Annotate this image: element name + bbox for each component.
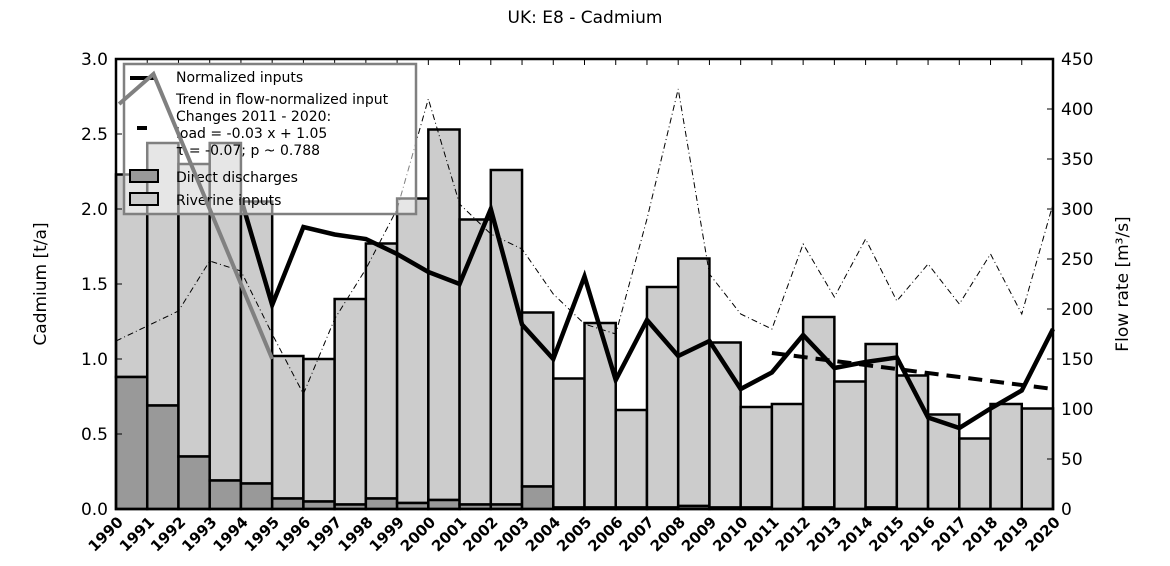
x-tick-label: 1993 — [178, 513, 220, 555]
x-tick-label: 2007 — [616, 513, 658, 555]
x-tick-label: 1995 — [241, 513, 283, 555]
y-right-tick-label: 50 — [1061, 450, 1083, 470]
legend-direct-swatch — [129, 169, 159, 183]
y-right-tick-label: 0 — [1061, 500, 1072, 520]
legend-riverine-swatch — [129, 192, 159, 206]
riverine-bar — [552, 377, 586, 509]
direct-discharge-bar — [177, 455, 211, 511]
riverine-bar — [864, 342, 899, 509]
flow-rate-line — [115, 88, 1054, 396]
x-tick-label: 2005 — [553, 513, 595, 555]
riverine-bar — [989, 402, 1024, 511]
y-tick-label: 1.0 — [81, 350, 108, 370]
y-right-tick-label: 400 — [1061, 100, 1093, 120]
y-tick-label: 0.0 — [81, 500, 108, 520]
y-tick-label: 1.5 — [81, 275, 108, 295]
direct-discharge-bar — [364, 497, 399, 511]
riverine-bar — [395, 197, 430, 505]
x-tick-label: 1997 — [303, 513, 345, 555]
legend-tau-label: τ = -0.07; p ~ 0.788 — [176, 143, 320, 159]
riverine-bar — [583, 321, 617, 509]
x-tick-label: 2013 — [803, 513, 845, 555]
riverine-bar — [614, 408, 649, 509]
y-right-tick-label: 350 — [1061, 150, 1093, 170]
x-tick-label: 2006 — [584, 513, 626, 555]
x-tick-label: 2016 — [897, 513, 939, 555]
riverine-bar — [833, 380, 867, 511]
legend-changes-label: Changes 2011 - 2020: — [176, 109, 331, 125]
x-tick-label: 2001 — [428, 513, 470, 555]
x-tick-label: 2018 — [959, 513, 1001, 555]
y-right-tick-label: 150 — [1061, 350, 1093, 370]
direct-discharge-bar — [208, 479, 243, 511]
legend-normalized-label: Normalized inputs — [176, 70, 303, 86]
x-tick-label: 1991 — [116, 513, 158, 555]
x-tick-label: 2000 — [397, 513, 439, 555]
riverine-bar — [801, 315, 836, 509]
riverine-bar — [770, 402, 805, 511]
legend-direct-label: Direct discharges — [176, 170, 298, 186]
normalized-inputs-line — [238, 197, 1056, 431]
y-right-axis-label: Flow rate [m³/s] — [1113, 216, 1133, 351]
y-right-tick-label: 250 — [1061, 250, 1093, 270]
riverine-bar — [676, 257, 711, 508]
y-right-tick-label: 200 — [1061, 300, 1093, 320]
y-right-tick-label: 300 — [1061, 200, 1093, 220]
x-tick-label: 2012 — [772, 513, 814, 555]
direct-discharge-bar — [427, 498, 461, 511]
y-tick-label: 2.0 — [81, 200, 108, 220]
direct-discharge-bar — [520, 485, 555, 511]
x-tick-label: 2010 — [709, 513, 751, 555]
x-tick-label: 2019 — [990, 513, 1032, 555]
direct-discharge-bar — [114, 375, 149, 511]
riverine-bar — [645, 285, 680, 509]
x-tick-label: 1994 — [210, 513, 252, 555]
riverine-bar — [333, 297, 368, 506]
trend-flow-normalized-line — [117, 70, 275, 360]
legend-riverine-label: Riverine inputs — [176, 193, 281, 209]
x-tick-label: 1998 — [334, 513, 376, 555]
riverine-bar — [739, 405, 774, 509]
x-tick-label: 2011 — [740, 513, 782, 555]
riverine-bar — [364, 242, 399, 500]
trend-dashed-line — [771, 351, 1054, 391]
direct-discharge-bar — [239, 482, 274, 511]
x-tick-label: 2017 — [928, 513, 970, 555]
y-tick-label: 2.5 — [81, 125, 108, 145]
x-tick-label: 1999 — [366, 513, 408, 555]
legend: Normalized inputs Trend in flow-normalize… — [122, 62, 418, 216]
legend-trend-label: Trend in flow-normalized input — [175, 92, 389, 108]
x-tick-label: 2015 — [865, 513, 907, 555]
x-tick-label: 2014 — [834, 513, 876, 555]
x-tick-label: 2009 — [678, 513, 720, 555]
riverine-bar — [458, 218, 493, 506]
y-right-tick-label: 100 — [1061, 400, 1093, 420]
x-tick-label: 1996 — [272, 513, 314, 555]
y-axis-label: Cadmium [t/a] — [31, 222, 51, 345]
direct-discharge-bar — [270, 497, 305, 511]
x-tick-label: 2003 — [491, 513, 533, 555]
x-tick-label: 2008 — [647, 513, 689, 555]
y-right-tick-label: 450 — [1061, 50, 1093, 70]
direct-discharge-bar — [145, 404, 180, 511]
riverine-bar — [958, 437, 992, 511]
chart-title: UK: E8 - Cadmium — [507, 8, 663, 28]
y-tick-label: 0.5 — [81, 425, 108, 445]
x-tick-label: 2020 — [1022, 513, 1064, 555]
legend-box — [122, 62, 418, 216]
x-tick-label: 2004 — [522, 513, 564, 555]
riverine-bar — [302, 357, 336, 503]
x-tick-label: 2002 — [459, 513, 501, 555]
x-tick-label: 1992 — [147, 513, 189, 555]
legend-equation-label: load = -0.03 x + 1.05 — [176, 126, 327, 142]
y-tick-label: 3.0 — [81, 50, 108, 70]
riverine-bar — [427, 128, 461, 502]
riverine-bar — [895, 374, 930, 511]
riverine-bar — [270, 354, 305, 500]
